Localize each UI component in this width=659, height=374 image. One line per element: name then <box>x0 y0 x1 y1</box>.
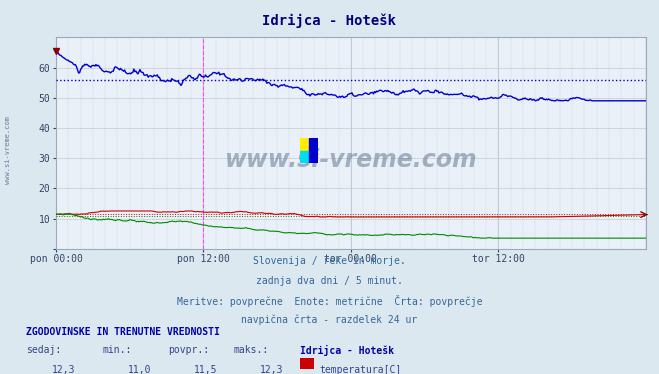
Text: zadnja dva dni / 5 minut.: zadnja dva dni / 5 minut. <box>256 276 403 286</box>
Text: 11,5: 11,5 <box>194 365 217 374</box>
Text: ZGODOVINSKE IN TRENUTNE VREDNOSTI: ZGODOVINSKE IN TRENUTNE VREDNOSTI <box>26 327 220 337</box>
Text: 12,3: 12,3 <box>260 365 283 374</box>
Text: navpična črta - razdelek 24 ur: navpična črta - razdelek 24 ur <box>241 315 418 325</box>
Text: sedaj:: sedaj: <box>26 345 61 355</box>
Text: 11,0: 11,0 <box>128 365 152 374</box>
Text: maks.:: maks.: <box>234 345 269 355</box>
Text: www.si-vreme.com: www.si-vreme.com <box>225 148 477 172</box>
Text: Slovenija / reke in morje.: Slovenija / reke in morje. <box>253 256 406 266</box>
Text: povpr.:: povpr.: <box>168 345 209 355</box>
Text: 12,3: 12,3 <box>52 365 76 374</box>
Bar <box>300 138 309 151</box>
Text: Idrijca - Hotešk: Idrijca - Hotešk <box>300 345 394 356</box>
Text: Meritve: povprečne  Enote: metrične  Črta: povprečje: Meritve: povprečne Enote: metrične Črta:… <box>177 295 482 307</box>
Bar <box>300 151 309 163</box>
Text: min.:: min.: <box>102 345 132 355</box>
Text: Idrijca - Hotešk: Idrijca - Hotešk <box>262 13 397 28</box>
Text: temperatura[C]: temperatura[C] <box>320 365 402 374</box>
Polygon shape <box>309 138 318 163</box>
Text: www.si-vreme.com: www.si-vreme.com <box>5 116 11 184</box>
